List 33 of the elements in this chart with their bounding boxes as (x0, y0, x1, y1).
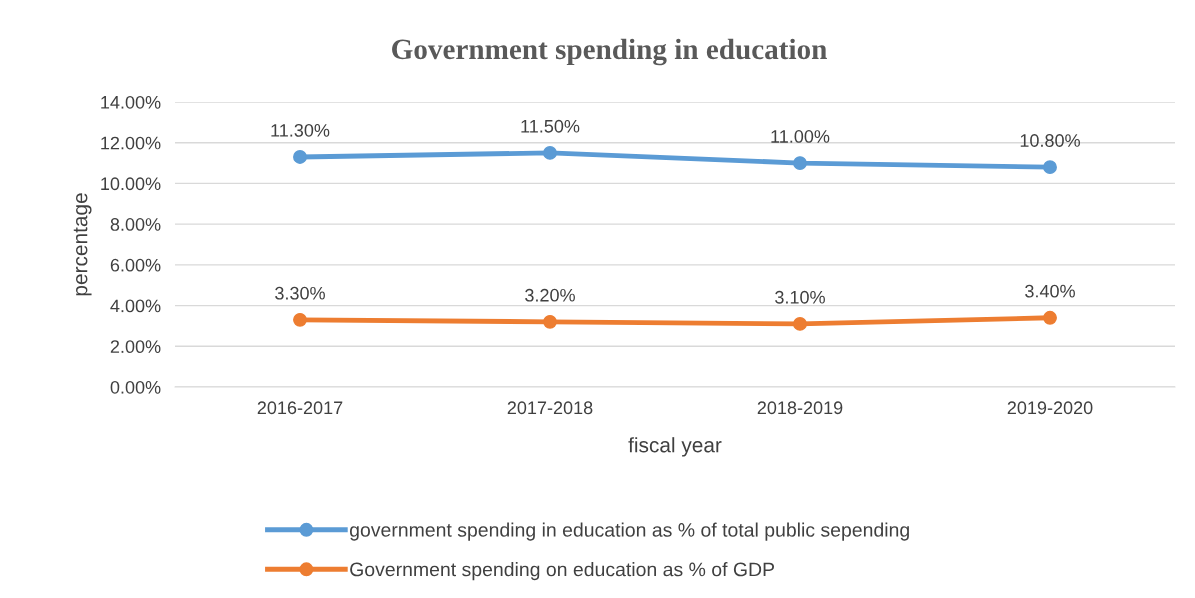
point (793, 156, 807, 171)
y-axis-title: percentage (73, 193, 92, 296)
y-tick-label: 12.00% (101, 136, 161, 150)
point (293, 150, 307, 164)
point (543, 145, 557, 160)
data-label: 10.80% (1020, 134, 1080, 147)
x-tick-label: 2017-2018 (507, 401, 593, 415)
data-label: 3.40% (1025, 284, 1075, 298)
legend-label: government spending in education as % of total public sepending (349, 522, 909, 541)
y-tick-label: 0.00% (110, 380, 161, 394)
y-tick-label: 2.00% (110, 340, 161, 354)
data-label: 3.30% (275, 286, 325, 300)
point (1043, 310, 1057, 325)
y-tick-label: 6.00% (110, 258, 161, 272)
data-label: 3.20% (525, 288, 575, 302)
point (543, 314, 557, 329)
legend-label: Government spending on education as % of GDP (350, 562, 775, 581)
x-tick-label: 2019-2020 (1007, 401, 1093, 415)
chart-title: Government spending in education (392, 38, 827, 66)
data-label: 11.00% (771, 130, 830, 143)
data-label: 11.30% (271, 123, 330, 137)
y-tick-label: 8.00% (110, 218, 161, 231)
point (793, 316, 807, 331)
x-tick-label: 2018-2019 (757, 401, 843, 415)
point (1043, 160, 1057, 175)
x-axis-title: fiscal year (628, 437, 722, 457)
y-tick-label: 10.00% (101, 177, 161, 191)
x-tick-label: 2016-2017 (257, 401, 343, 415)
y-tick-label: 14.00% (101, 95, 161, 109)
data-label: 11.50% (521, 119, 580, 133)
y-tick-label: 4.00% (110, 299, 161, 313)
data-label: 3.10% (775, 290, 825, 304)
point (293, 312, 307, 327)
